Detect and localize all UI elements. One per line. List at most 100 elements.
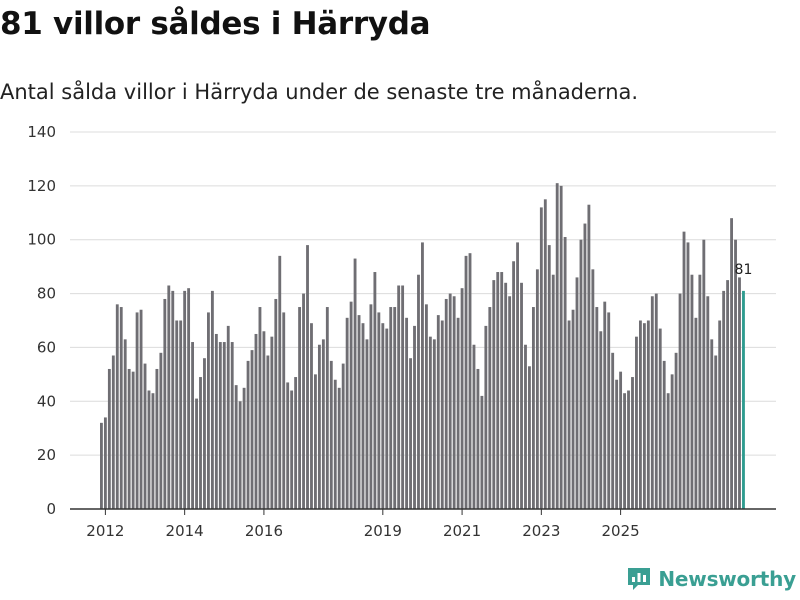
- bar: [520, 282, 523, 509]
- bar: [210, 290, 214, 509]
- bar: [413, 325, 416, 509]
- bar: [460, 288, 464, 509]
- bar: [393, 307, 397, 509]
- bar: [135, 312, 139, 509]
- bar: [627, 390, 630, 509]
- bar: [254, 333, 258, 509]
- bar: [535, 269, 539, 509]
- bar: [734, 239, 737, 509]
- bar: [341, 363, 345, 509]
- bar: [262, 331, 266, 509]
- bar: [559, 185, 563, 510]
- bar-chart: 0 20 40 60 80 100 120 140 81 2012 2014 2016 2019 2021…: [27, 123, 776, 540]
- bar: [175, 320, 179, 509]
- bar: [607, 312, 611, 509]
- bar: [682, 231, 686, 509]
- y-tick-label: 140: [27, 123, 56, 141]
- y-tick-label: 40: [37, 392, 56, 410]
- bar: [642, 323, 646, 509]
- bar: [183, 290, 187, 509]
- bar: [424, 304, 428, 509]
- bar: [274, 298, 278, 509]
- bar: [516, 242, 519, 509]
- bar: [563, 237, 567, 509]
- bar: [428, 336, 432, 509]
- bar: [631, 377, 634, 509]
- bar: [524, 344, 527, 509]
- bar: [349, 301, 353, 509]
- bar: [476, 368, 480, 509]
- highlight-bar: [742, 290, 745, 509]
- bar: [242, 387, 246, 509]
- brand-logo: Newsworthy: [626, 566, 796, 592]
- bar: [551, 274, 555, 509]
- bar: [203, 358, 206, 509]
- bar: [155, 368, 159, 509]
- bar: [464, 255, 468, 509]
- bar: [496, 272, 500, 509]
- bar: [567, 320, 571, 509]
- bar: [199, 377, 202, 509]
- bar: [282, 312, 286, 509]
- bar: [690, 274, 694, 509]
- bar: [468, 253, 472, 509]
- bar: [678, 293, 682, 509]
- bar: [111, 355, 115, 509]
- bar: [286, 382, 290, 509]
- chart-title: 81 villor såldes i Härryda: [0, 6, 431, 42]
- bar: [131, 371, 135, 509]
- bar: [658, 328, 662, 509]
- bar: [730, 218, 733, 510]
- bar: [163, 298, 167, 509]
- bar: [187, 288, 191, 509]
- bar: [710, 339, 714, 509]
- x-tick-label: 2023: [522, 522, 560, 540]
- bar: [100, 422, 103, 509]
- bar: [123, 339, 127, 509]
- bar: [738, 277, 741, 509]
- bar: [452, 296, 456, 509]
- bar: [555, 183, 559, 509]
- bar: [179, 320, 183, 509]
- bar: [571, 309, 575, 509]
- bar: [623, 393, 626, 509]
- bar: [222, 342, 226, 509]
- bar: [702, 239, 706, 509]
- bar: [290, 390, 294, 509]
- x-tick-label: 2012: [86, 522, 124, 540]
- bar: [456, 317, 460, 509]
- bar: [115, 304, 119, 509]
- bar: [599, 331, 603, 509]
- bar: [298, 307, 302, 509]
- bar: [547, 245, 551, 509]
- bar: [638, 320, 642, 509]
- bar: [230, 342, 234, 509]
- bar: [353, 258, 357, 509]
- bar: [317, 344, 321, 509]
- bar: [722, 290, 726, 509]
- bar: [650, 296, 654, 509]
- y-tick-label: 20: [37, 446, 56, 464]
- brand-name: Newsworthy: [658, 567, 796, 591]
- bar: [539, 207, 543, 509]
- bar: [207, 312, 210, 509]
- bar: [246, 360, 250, 509]
- bar: [472, 344, 476, 509]
- bar: [238, 401, 242, 509]
- bar: [484, 325, 488, 509]
- bar: [258, 307, 262, 509]
- bar: [266, 355, 270, 509]
- bar: [377, 312, 381, 509]
- bar: [583, 223, 587, 509]
- bar: [361, 323, 365, 509]
- bar: [662, 360, 666, 509]
- x-tick-label: 2021: [443, 522, 481, 540]
- bar: [674, 352, 678, 509]
- y-tick-label: 100: [27, 231, 56, 249]
- bar: [218, 342, 222, 509]
- bar: [587, 204, 591, 509]
- bar: [591, 269, 595, 509]
- bar: [314, 374, 317, 509]
- bar: [480, 395, 484, 509]
- bar: [694, 317, 698, 509]
